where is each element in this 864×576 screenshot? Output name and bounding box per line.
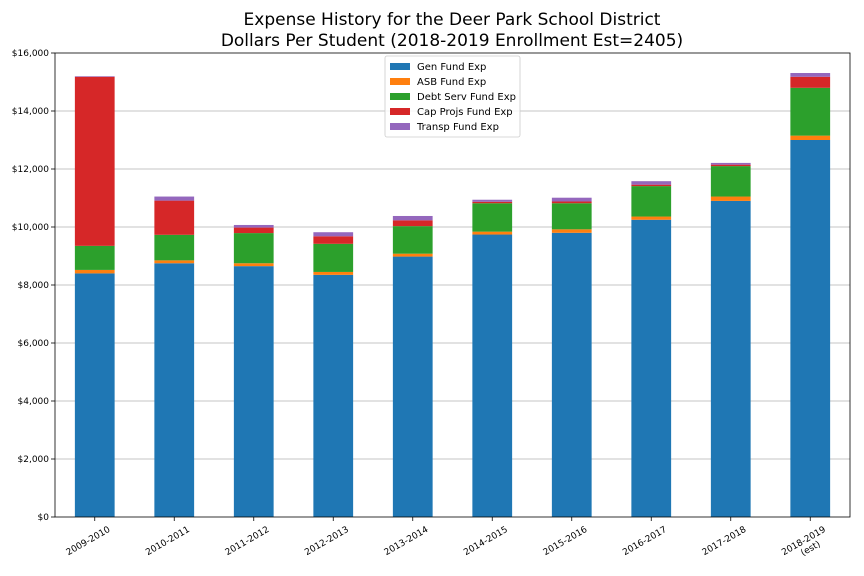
y-tick-label: $16,000: [12, 49, 49, 59]
chart-title: Expense History for the Deer Park School…: [244, 10, 661, 30]
bar-segment: [551, 203, 592, 230]
y-tick-label: $14,000: [12, 107, 49, 117]
bar-segment: [710, 164, 751, 167]
legend-label: Transp Fund Exp: [416, 122, 499, 133]
legend-swatch: [390, 123, 410, 130]
y-tick-label: $8,000: [18, 281, 50, 291]
legend-label: Debt Serv Fund Exp: [417, 92, 516, 103]
bar-segment: [551, 201, 592, 204]
bar-stack: [233, 224, 274, 517]
bar-segment: [631, 184, 672, 187]
bar-segment: [233, 227, 274, 234]
bar-segment: [233, 263, 274, 267]
bar-segment: [74, 76, 115, 77]
y-tick-label: $12,000: [12, 165, 49, 175]
bar-segment: [472, 231, 513, 235]
bar-segment: [392, 226, 433, 254]
y-tick-label: $0: [38, 513, 50, 523]
bar-segment: [392, 215, 433, 221]
bar-segment: [313, 271, 354, 275]
bar-segment: [154, 234, 195, 261]
y-tick-label: $2,000: [18, 455, 50, 465]
bar-segment: [154, 263, 195, 517]
bar-stack: [472, 199, 513, 518]
bar-segment: [233, 224, 274, 228]
bar-segment: [313, 236, 354, 244]
bar-segment: [392, 220, 433, 227]
bar-segment: [154, 260, 195, 264]
bar-segment: [790, 135, 831, 140]
bar-stack: [154, 196, 195, 517]
bar-segment: [154, 200, 195, 235]
bar-segment: [551, 229, 592, 233]
bar-stack: [392, 215, 433, 517]
bar-segment: [313, 274, 354, 517]
bar-segment: [472, 199, 513, 202]
bar-segment: [790, 76, 831, 88]
y-axis: $0 $2,000 $4,000 $6,000 $8,000 $10,000 $12,000…: [12, 49, 55, 523]
chart-subtitle: Dollars Per Student (2018-2019 Enrollmen…: [221, 31, 683, 51]
bar-stack: [551, 197, 592, 518]
bar-segment: [631, 186, 672, 217]
bar-segment: [790, 73, 831, 77]
bar-segment: [710, 200, 751, 517]
bar-segment: [74, 273, 115, 517]
bar-segment: [790, 140, 831, 517]
bar-segment: [472, 201, 513, 204]
bar-segment: [233, 233, 274, 264]
bar-segment: [392, 256, 433, 517]
bar-stack: [631, 181, 672, 517]
bar-segment: [472, 203, 513, 232]
y-tick-label: $4,000: [18, 397, 50, 407]
bar-segment: [710, 166, 751, 197]
bar-segment: [74, 245, 115, 270]
legend-label: ASB Fund Exp: [417, 77, 486, 88]
legend-label: Cap Projs Fund Exp: [417, 107, 513, 118]
bar-segment: [631, 219, 672, 517]
bar-segment: [710, 162, 751, 165]
bar-segment: [710, 196, 751, 201]
bar-stack: [74, 76, 115, 517]
legend-swatch: [390, 108, 410, 115]
bar-segment: [233, 266, 274, 517]
legend: Gen Fund Exp ASB Fund Exp Debt Serv Fund E…: [384, 55, 521, 138]
bar-segment: [472, 234, 513, 518]
bar-segment: [551, 197, 592, 202]
bar-segment: [74, 76, 115, 246]
legend-swatch: [390, 63, 410, 70]
bar-segment: [74, 269, 115, 274]
bar-segment: [631, 216, 672, 220]
bar-segment: [392, 253, 433, 257]
bar-segment: [154, 196, 195, 201]
bar-segment: [313, 243, 354, 272]
bar-segment: [790, 87, 831, 136]
legend-label: Gen Fund Exp: [417, 62, 486, 73]
bar-stack: [710, 162, 751, 517]
bar-segment: [551, 232, 592, 518]
legend-box: [384, 55, 521, 138]
y-tick-label: $6,000: [18, 339, 50, 349]
bar-stack: [790, 73, 831, 517]
bar-stacks: [74, 73, 831, 518]
bar-segment: [313, 232, 354, 237]
y-tick-label: $10,000: [12, 223, 49, 233]
legend-swatch: [390, 93, 410, 100]
bar-segment: [631, 181, 672, 185]
bar-stack: [313, 232, 354, 517]
legend-swatch: [390, 78, 410, 85]
